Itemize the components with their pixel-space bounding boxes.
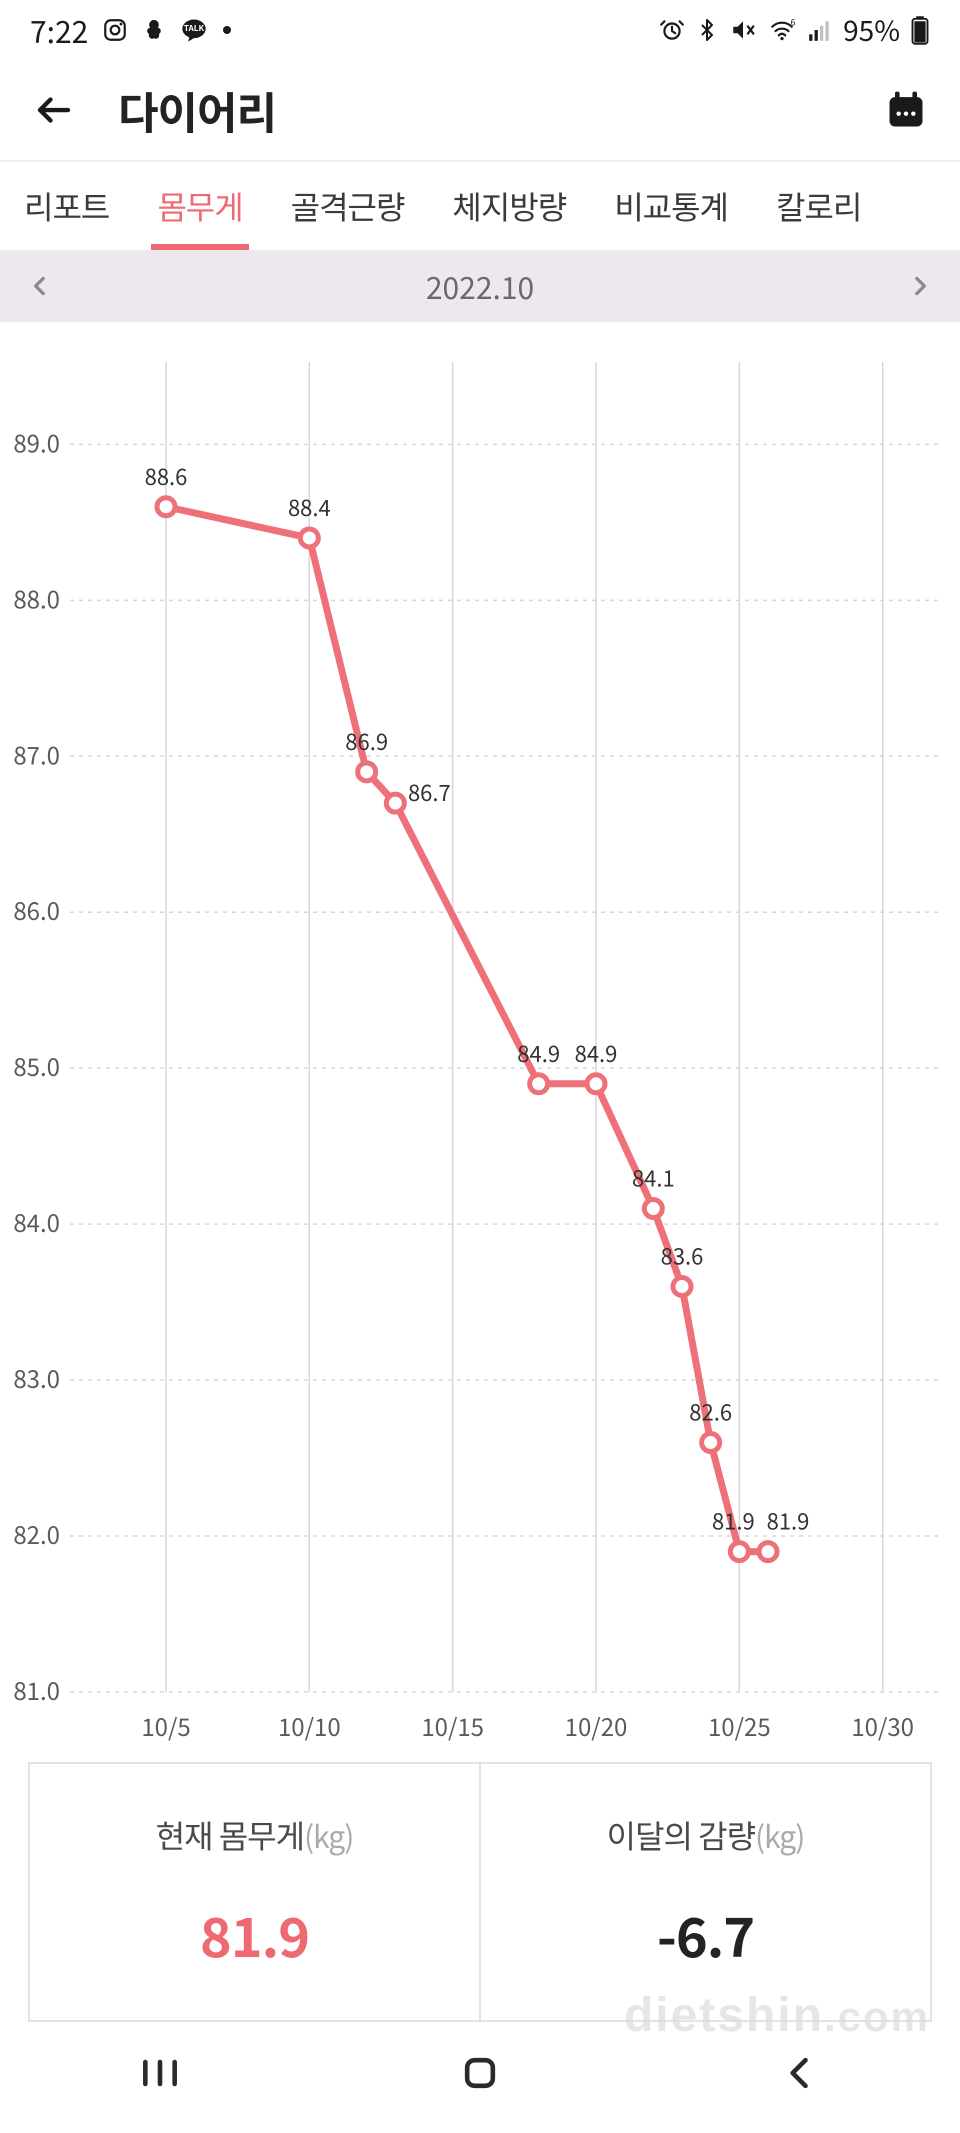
tabs: 리포트몸무게골격근량체지방량비교통계칼로리 (0, 160, 960, 250)
svg-text:10/5: 10/5 (141, 1708, 190, 1743)
summary-current-weight: 현재 몸무게(kg) 81.9 (30, 1764, 479, 2020)
summary-current-value: 81.9 (200, 1894, 309, 1973)
signal-icon (807, 17, 833, 43)
svg-text:88.0: 88.0 (13, 580, 60, 615)
nav-recents-button[interactable] (130, 2043, 190, 2103)
summary-current-label-text: 현재 몸무게 (156, 1812, 304, 1858)
svg-text:10/10: 10/10 (278, 1708, 341, 1743)
svg-text:82.6: 82.6 (689, 1395, 732, 1427)
mute-icon (729, 17, 757, 43)
svg-text:82.0: 82.0 (13, 1516, 60, 1551)
month-label: 2022.10 (426, 264, 534, 308)
tab-5[interactable]: 칼로리 (752, 162, 885, 250)
svg-text:83.6: 83.6 (661, 1240, 704, 1272)
summary-loss-label: 이달의 감량(kg) (607, 1812, 805, 1858)
svg-text:10/20: 10/20 (565, 1708, 628, 1743)
month-next-button[interactable] (900, 266, 940, 306)
tab-0[interactable]: 리포트 (0, 162, 133, 250)
summary-loss-value: -6.7 (657, 1894, 754, 1973)
app-header: 다이어리 (0, 60, 960, 160)
svg-text:81.0: 81.0 (13, 1672, 60, 1707)
back-button[interactable] (30, 86, 78, 134)
svg-text:10/25: 10/25 (708, 1708, 771, 1743)
tab-2[interactable]: 골격근량 (267, 162, 429, 250)
android-nav-bar (0, 2013, 960, 2133)
kakao-icon: TALK (180, 16, 208, 44)
header-left: 다이어리 (30, 78, 276, 142)
nav-back-button[interactable] (770, 2043, 830, 2103)
tab-3[interactable]: 체지방량 (428, 162, 590, 250)
svg-text:TALK: TALK (184, 23, 205, 34)
svg-text:84.9: 84.9 (575, 1037, 618, 1069)
svg-text:10/15: 10/15 (421, 1708, 484, 1743)
month-selector: 2022.10 (0, 250, 960, 322)
summary-current-label: 현재 몸무게(kg) (156, 1812, 354, 1858)
summary-loss-unit: (kg) (755, 1813, 804, 1857)
svg-text:86.7: 86.7 (408, 776, 451, 808)
page-title: 다이어리 (118, 78, 276, 142)
bluetooth-icon (695, 17, 719, 43)
svg-text:81.9: 81.9 (767, 1505, 810, 1537)
instagram-icon (102, 17, 128, 43)
nav-home-button[interactable] (450, 2043, 510, 2103)
status-left: 7:22 TALK (30, 8, 232, 52)
app-icon (142, 18, 166, 42)
svg-text:88.6: 88.6 (145, 460, 188, 492)
svg-text:84.1: 84.1 (632, 1162, 675, 1194)
summary-current-unit: (kg) (304, 1813, 353, 1857)
status-bar: 7:22 TALK 6 95% (0, 0, 960, 60)
status-clock: 7:22 (30, 8, 88, 52)
summary-month-loss: 이달의 감량(kg) -6.7 (479, 1764, 930, 2020)
svg-text:84.0: 84.0 (13, 1204, 60, 1239)
svg-text:83.0: 83.0 (13, 1360, 60, 1395)
status-right: 6 95% (659, 10, 930, 50)
weight-chart: 81.0 82.0 83.0 84.0 85.0 86.0 87.0 88.0 89.0 10/5… (0, 322, 960, 1762)
svg-text:88.4: 88.4 (288, 491, 331, 523)
alarm-icon (659, 17, 685, 43)
svg-text:86.9: 86.9 (345, 725, 388, 757)
dot-icon (222, 25, 232, 35)
svg-text:10/30: 10/30 (851, 1708, 914, 1743)
svg-text:84.9: 84.9 (517, 1037, 560, 1069)
svg-text:81.9: 81.9 (712, 1505, 755, 1537)
calendar-button[interactable] (882, 86, 930, 134)
tab-1[interactable]: 몸무게 (133, 162, 266, 250)
svg-text:87.0: 87.0 (13, 736, 60, 771)
svg-text:86.0: 86.0 (13, 892, 60, 927)
wifi-icon: 6 (767, 17, 797, 43)
battery-icon (910, 15, 930, 45)
svg-text:85.0: 85.0 (13, 1048, 60, 1083)
month-prev-button[interactable] (20, 266, 60, 306)
battery-text: 95% (843, 10, 900, 50)
svg-text:6: 6 (791, 17, 796, 29)
tab-4[interactable]: 비교통계 (590, 162, 752, 250)
svg-text:89.0: 89.0 (13, 424, 60, 459)
summary-panel: 현재 몸무게(kg) 81.9 이달의 감량(kg) -6.7 (28, 1762, 932, 2022)
summary-loss-label-text: 이달의 감량 (607, 1812, 755, 1858)
